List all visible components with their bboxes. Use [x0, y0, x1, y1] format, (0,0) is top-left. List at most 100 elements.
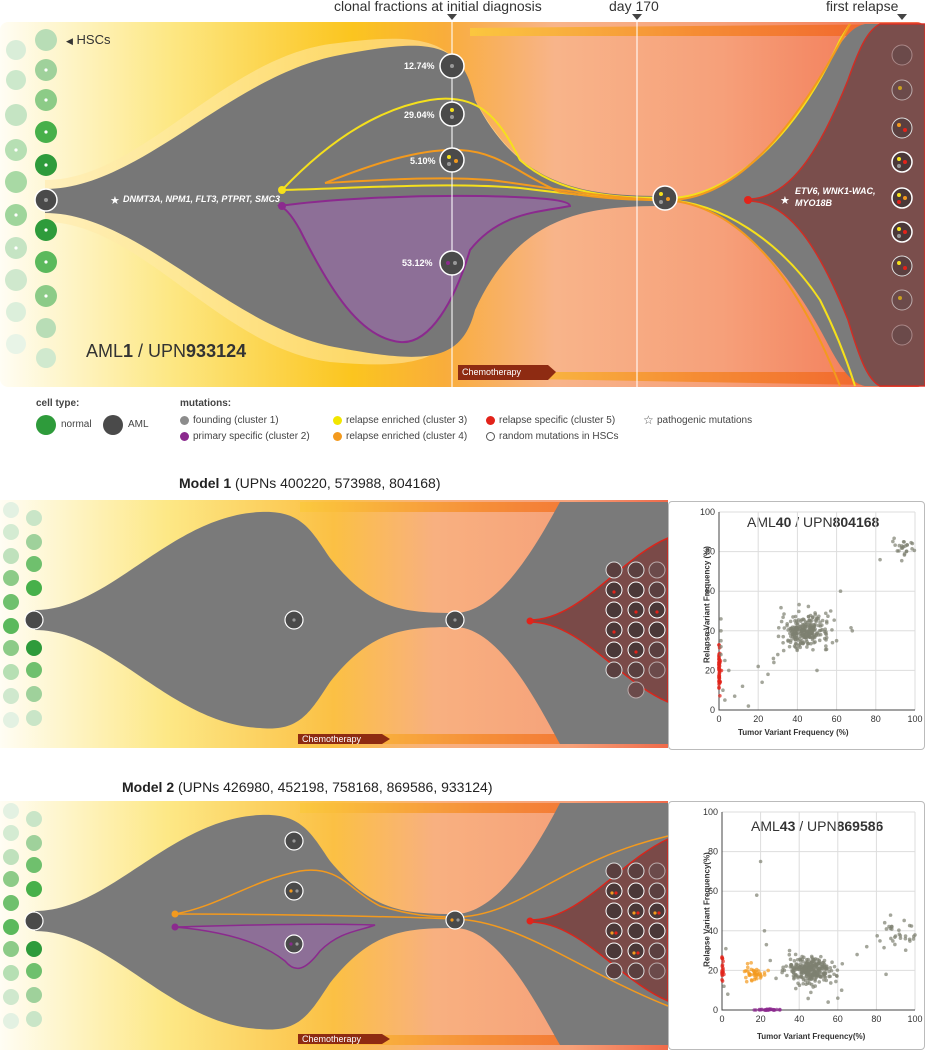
scatter-point	[804, 974, 808, 979]
scatter-point	[818, 624, 823, 628]
scatter-point	[802, 955, 806, 960]
legend-pathogenic-label: pathogenic mutations	[657, 415, 753, 426]
scatter-point	[720, 955, 724, 959]
clone-fraction-1: 12.74%	[404, 61, 435, 71]
scatter-point	[779, 605, 783, 610]
scatter-point	[787, 948, 792, 953]
scatter-point	[746, 704, 751, 708]
x-tick-label: 40	[792, 714, 802, 724]
legend-founding-label: founding (cluster 1)	[193, 415, 279, 426]
scatter-point	[758, 976, 763, 980]
scatter-point	[821, 972, 825, 977]
legend-mutations-title: mutations:	[180, 398, 232, 409]
legend-normal-label: normal	[61, 419, 92, 430]
scatter-point	[795, 636, 800, 640]
scatter-point	[824, 644, 828, 648]
scatter-point	[805, 640, 809, 644]
scatter-point	[804, 965, 808, 969]
scatter-point	[717, 685, 721, 690]
scatter-point	[909, 540, 913, 545]
scatter-point	[782, 626, 787, 630]
chemotherapy-label: Chemotherapy	[462, 367, 522, 377]
y-tick-label: 40	[705, 626, 715, 636]
scatter-point	[781, 965, 785, 970]
scatter-point	[830, 960, 834, 965]
scatter-point	[786, 638, 790, 643]
scatter-point	[750, 978, 754, 983]
scatter-point	[808, 622, 812, 627]
scatter-point	[776, 634, 781, 639]
scatter-point	[849, 625, 853, 630]
x-tick-label: 80	[871, 1014, 881, 1024]
scatter-point	[808, 629, 813, 634]
scatter-point	[822, 958, 827, 963]
scatter2-ylabel: Relapse Variant Frequency(%)	[702, 852, 712, 967]
scatter-point	[793, 952, 798, 957]
cluster4-line-top	[324, 23, 851, 202]
scatter-point	[811, 648, 815, 652]
y-tick-label: 60	[705, 586, 715, 596]
x-tick-label: 40	[794, 1014, 804, 1024]
scatter-point	[816, 962, 821, 966]
scatter-point	[740, 684, 745, 689]
scatter-point	[754, 976, 759, 981]
scatter-point	[792, 958, 797, 963]
scatter-point	[806, 971, 811, 975]
legend-random-swatch	[486, 432, 495, 441]
scatter-point	[797, 602, 801, 607]
scatter-point	[834, 638, 839, 643]
scatter-point	[815, 631, 819, 636]
header-day-170: day 170	[609, 0, 659, 14]
scatter-point	[824, 635, 829, 640]
header-first-relapse: first relapse	[826, 0, 899, 14]
scatter-point	[806, 996, 810, 1001]
scatter-point	[902, 918, 906, 923]
scatter-point	[789, 964, 794, 969]
model2-chemotherapy-label: Chemotherapy	[302, 1034, 362, 1044]
scatter-point	[818, 620, 822, 625]
scatter-point	[809, 990, 813, 995]
legend-random-label: random mutations in HSCs	[499, 431, 619, 442]
scatter-point	[748, 973, 752, 977]
scatter-point	[903, 948, 908, 952]
scatter-point	[813, 618, 818, 623]
scatter-point	[805, 981, 810, 985]
relapse-mutations-label-2: MYO18B	[795, 198, 833, 208]
scatter-point	[855, 952, 859, 957]
scatter-point	[785, 973, 789, 978]
x-tick-label: 80	[871, 714, 881, 724]
scatter-point	[835, 968, 840, 972]
y-tick-label: 80	[705, 547, 715, 557]
top-band	[470, 24, 925, 36]
main-clonal-evolution-diagram: ★ ★	[0, 14, 925, 387]
scatter-point	[758, 859, 763, 864]
scatter-point	[819, 954, 823, 959]
scatter-point	[897, 928, 901, 933]
relapse-mutations-label-1: ETV6, WNK1-WAC,	[795, 186, 876, 196]
scatter-point	[832, 964, 837, 969]
scatter-point	[784, 964, 788, 968]
relapse-specific-clone	[747, 23, 925, 387]
scatter-point	[812, 623, 816, 627]
scatter-point	[752, 1008, 757, 1012]
scatter-point	[884, 927, 889, 931]
scatter-point	[899, 558, 904, 563]
scatter-point	[893, 934, 898, 938]
scatter-point	[721, 966, 725, 970]
scatter-point	[732, 694, 737, 698]
scatter-point	[742, 969, 747, 974]
scatter-point	[806, 604, 811, 609]
scatter-point	[796, 618, 801, 622]
scatter-point	[778, 1007, 782, 1012]
scatter-point	[785, 622, 789, 626]
scatter-point	[826, 614, 830, 619]
scatter-point	[727, 668, 731, 673]
scatter-point	[910, 547, 914, 551]
scatter-point	[808, 619, 812, 623]
relapse-cells-column	[891, 44, 913, 346]
scatter-point	[772, 660, 776, 665]
model2-hsc-cells	[3, 803, 42, 1029]
day170-marker-triangle	[632, 14, 642, 20]
legend-cluster3-swatch	[333, 416, 342, 425]
x-tick-label: 100	[907, 1014, 922, 1024]
